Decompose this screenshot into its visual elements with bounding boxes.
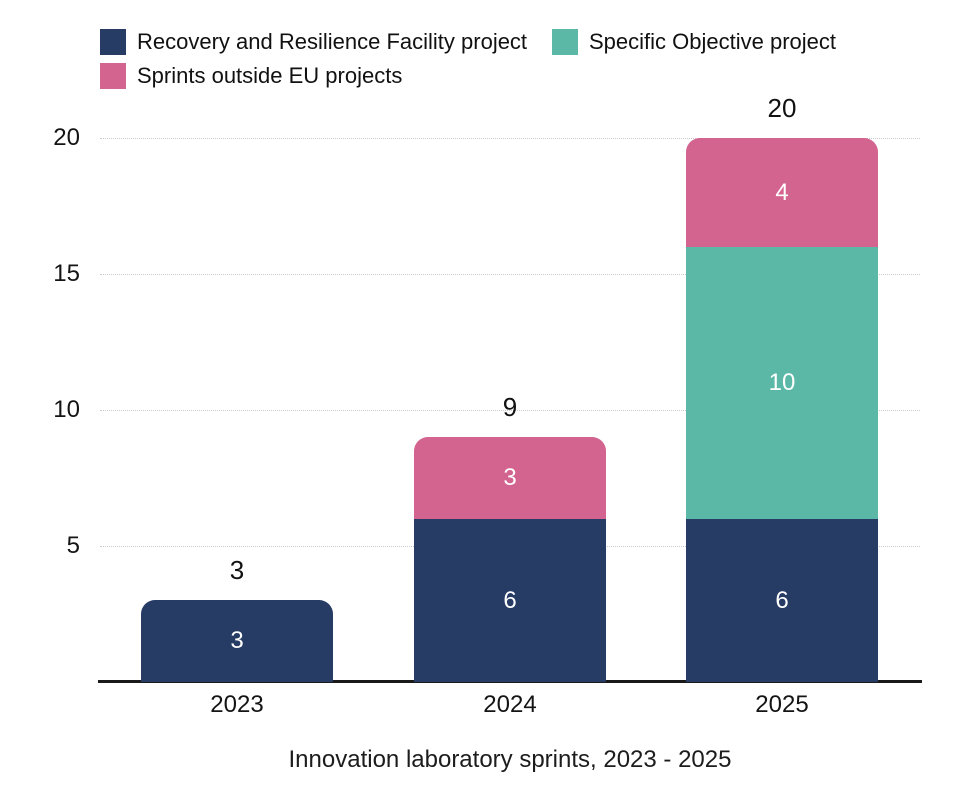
segment-value-label: 6 — [775, 586, 789, 614]
legend-item-1: Specific Objective project — [552, 29, 930, 55]
bar-segment: 6 — [414, 519, 606, 682]
x-axis-label-2024: 2024 — [483, 691, 537, 718]
legend-swatch-icon — [100, 63, 126, 89]
legend-item-2: Sprints outside EU projects — [100, 63, 552, 89]
gridline-15 — [100, 274, 920, 275]
segment-value-label: 3 — [230, 627, 244, 654]
bar-segment: 3 — [414, 437, 606, 519]
bar-2025: 6 10 4 — [686, 138, 878, 682]
bar-segment: 6 — [686, 519, 878, 682]
segment-value-label: 3 — [503, 464, 517, 491]
y-axis-tick-20: 20 — [53, 124, 80, 151]
chart-title: Innovation laboratory sprints, 2023 - 20… — [288, 746, 732, 773]
x-axis-label-2025: 2025 — [755, 691, 809, 718]
segment-value-label: 4 — [775, 178, 789, 206]
bar-total-label: 20 — [767, 93, 797, 123]
legend-label: Recovery and Resilience Facility project — [137, 29, 528, 54]
legend-swatch-icon — [100, 29, 126, 55]
chart-legend: Recovery and Resilience Facility project… — [100, 29, 930, 89]
segment-value-label: 6 — [503, 586, 517, 614]
gridline-20 — [100, 138, 920, 139]
segment-value-label: 10 — [768, 369, 796, 396]
legend-item-0: Recovery and Resilience Facility project — [100, 29, 552, 55]
legend-swatch-icon — [552, 29, 578, 55]
y-axis-tick-15: 15 — [53, 260, 80, 287]
legend-label: Specific Objective project — [589, 29, 836, 54]
gridline-10 — [100, 410, 920, 411]
y-axis-tick-5: 5 — [66, 532, 80, 559]
bar-2023: 3 — [141, 600, 333, 682]
bar-total-label: 3 — [229, 555, 245, 585]
legend-label: Sprints outside EU projects — [137, 63, 403, 88]
y-axis-tick-10: 10 — [53, 396, 80, 423]
x-axis-label-2023: 2023 — [210, 691, 264, 718]
bar-segment: 10 — [686, 247, 878, 519]
bar-segment: 3 — [141, 600, 333, 682]
bar-segment: 4 — [686, 138, 878, 247]
bar-total-label: 9 — [502, 392, 518, 422]
